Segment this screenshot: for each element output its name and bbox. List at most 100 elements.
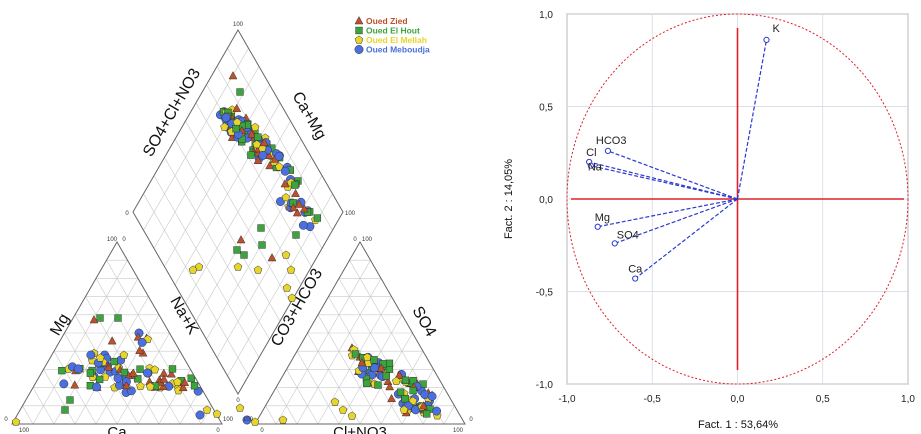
x-tick-label: -0,5 <box>644 394 662 405</box>
sample-point <box>150 365 160 374</box>
sample-point <box>190 382 199 390</box>
diamond-right-label: Ca+Mg <box>289 89 330 143</box>
sample-point <box>236 235 246 244</box>
point-cluster <box>215 103 271 160</box>
sample-point <box>233 246 241 254</box>
sample-point <box>61 406 69 414</box>
sample-point <box>385 382 395 391</box>
sample-point <box>278 415 288 424</box>
variable-label: Ca <box>628 264 643 276</box>
anion-bottom-label: Cl+NO3 <box>333 424 387 434</box>
tick-label: 0 <box>260 428 264 434</box>
unit-circle <box>566 13 909 385</box>
tick-label: 100 <box>243 417 254 423</box>
sample-point <box>401 395 409 403</box>
point-cluster <box>86 328 152 368</box>
sample-point <box>257 224 265 232</box>
vector-point <box>763 36 770 44</box>
sample-point <box>281 250 291 259</box>
sample-point <box>252 140 262 149</box>
sample-point <box>280 179 290 188</box>
vector-line <box>736 39 768 200</box>
sample-point <box>128 368 138 377</box>
circle-marker-icon <box>354 45 364 54</box>
sample-point <box>146 382 155 391</box>
grid-line <box>227 48 333 231</box>
grid-line <box>106 260 202 425</box>
sample-point <box>136 381 145 390</box>
square-marker-icon <box>355 26 363 35</box>
sample-point <box>423 410 431 418</box>
grid-line <box>443 405 455 425</box>
legend-entry: Oued Meboudja <box>354 45 430 55</box>
sample-point <box>202 405 212 414</box>
sample-point <box>247 129 257 138</box>
variable-label: SO4 <box>617 229 639 241</box>
sample-point <box>114 314 122 322</box>
variable-vector: Ca <box>628 198 738 282</box>
sample-point <box>95 375 104 384</box>
x-tick-label: 0,0 <box>731 394 745 405</box>
sample-point <box>232 103 242 112</box>
tick-label: 100 <box>107 237 118 243</box>
sample-point <box>432 406 442 416</box>
grid-line <box>43 369 76 425</box>
sample-point <box>235 403 245 412</box>
tick-label: 100 <box>233 22 244 28</box>
legend-entry: Oued El Mellah <box>354 35 427 45</box>
sample-point <box>288 202 298 212</box>
sample-point <box>11 417 21 426</box>
tick-label: 0 <box>469 417 473 423</box>
variable-label: K <box>772 23 780 35</box>
sample-point <box>59 379 69 389</box>
point-cluster <box>399 401 442 420</box>
tick-label: 0 <box>353 237 357 243</box>
vector-line <box>607 150 738 200</box>
sample-point <box>220 122 229 131</box>
sample-point <box>351 350 360 358</box>
sample-point <box>274 151 284 161</box>
sample-point <box>137 338 147 347</box>
pca-tick-labels: -1,0 -0,5 0,0 0,5 1,0 1,0 0,5 0,0 -0,5 -1,0 <box>536 10 916 405</box>
grid-line <box>317 314 382 425</box>
sample-point <box>258 150 268 160</box>
sample-point <box>253 155 263 164</box>
x-tick-label: 0,5 <box>816 394 830 405</box>
sample-point <box>158 381 168 391</box>
sample-point <box>347 411 357 420</box>
tick-label: 0 <box>122 237 126 243</box>
sample-point <box>374 381 382 389</box>
sample-point <box>58 366 66 375</box>
grid-line <box>265 405 277 425</box>
sample-point <box>232 124 240 133</box>
tick-label: 0 <box>4 417 8 423</box>
sample-point <box>291 181 299 189</box>
sample-point <box>267 253 277 262</box>
diamond-left-label: SO4+Cl+NO3 <box>140 66 204 160</box>
piper-tick-labels: 100 0 100 0 100 0 100 0 100 0 100 0 100 … <box>4 22 473 434</box>
grid-line <box>158 369 191 425</box>
sample-point <box>298 220 308 230</box>
sample-point <box>399 405 409 414</box>
sample-point <box>376 363 386 372</box>
variable-label: Cl <box>586 147 596 159</box>
variable-label: HCO3 <box>596 135 627 147</box>
grid-line <box>296 351 340 425</box>
sample-point <box>363 379 371 387</box>
sample-point <box>409 386 417 395</box>
sample-point <box>136 365 144 373</box>
sample-point <box>96 314 104 322</box>
tick-label: 100 <box>345 211 356 217</box>
sample-point <box>86 369 94 377</box>
sample-point <box>113 373 123 383</box>
anion-triangle <box>254 240 466 425</box>
sample-point <box>104 362 114 371</box>
vector-point <box>611 240 618 247</box>
vector-point <box>587 162 594 169</box>
sample-point <box>228 71 238 80</box>
sample-point <box>259 137 269 147</box>
variable-vector: SO4 <box>611 198 738 247</box>
